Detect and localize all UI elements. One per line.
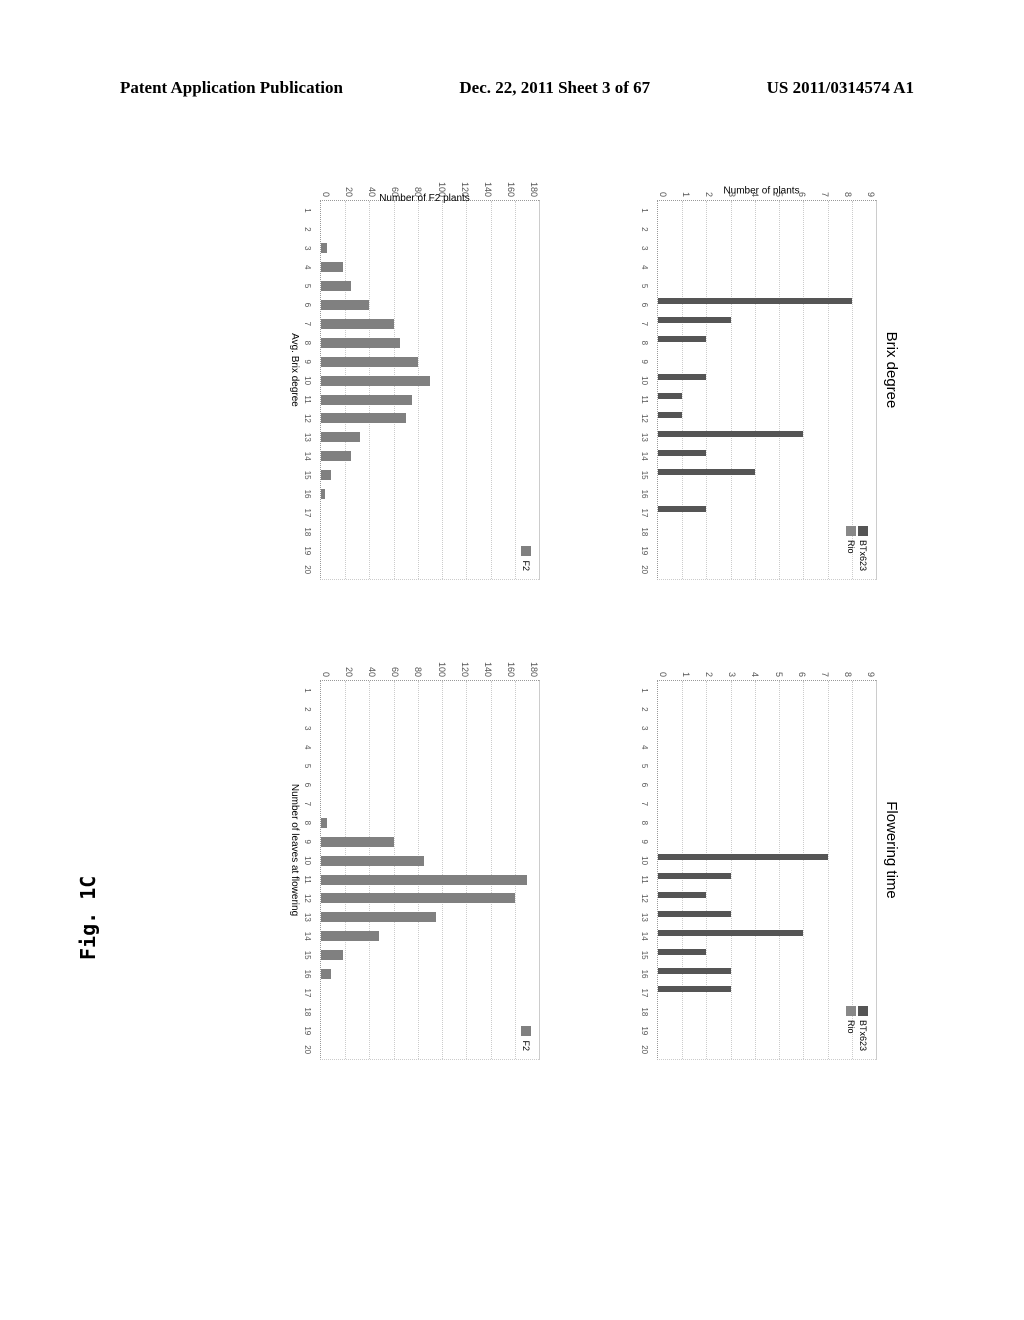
- x-axis-label: Number of leaves at flowering: [289, 640, 300, 1060]
- legend: F2: [519, 546, 531, 571]
- charts-grid: Brix degree 0123456789 Number of plants …: [0, 160, 900, 860]
- plot-area: 020406080100120140160180 Number of F2 pl…: [320, 200, 540, 580]
- figure-area: Fig. 1C Brix degree 0123456789 Number of…: [100, 160, 900, 1120]
- y-axis: 0123456789: [658, 647, 876, 677]
- x-axis: 1234567891011121314151617181920: [640, 681, 649, 1059]
- x-axis-label: Avg. Brix degree: [289, 160, 300, 580]
- y-axis: 020406080100120140160180: [321, 647, 539, 677]
- figure-label: Fig. 1C: [76, 876, 100, 960]
- bars: [658, 681, 876, 1059]
- x-axis: 1234567891011121314151617181920: [640, 201, 649, 579]
- chart-title: Flowering time: [883, 640, 900, 1060]
- x-axis: 1234567891011121314151617181920: [303, 201, 312, 579]
- x-axis: 1234567891011121314151617181920: [303, 681, 312, 1059]
- bars: [658, 201, 876, 579]
- plot-area: 0123456789 Number of plants 123456789101…: [657, 200, 877, 580]
- legend: F2: [519, 1026, 531, 1051]
- legend: BTx623Rio: [844, 1006, 868, 1051]
- y-axis-label: Number of plants: [723, 186, 799, 197]
- header-center: Dec. 22, 2011 Sheet 3 of 67: [459, 78, 650, 98]
- plot-area: 0123456789 12345678910111213141516171819…: [657, 680, 877, 1060]
- chart-brix-f2: 020406080100120140160180 Number of F2 pl…: [240, 160, 540, 580]
- plot-area: 020406080100120140160180 123456789101112…: [320, 680, 540, 1060]
- chart-flowering-f2: 020406080100120140160180 123456789101112…: [240, 640, 540, 1060]
- chart-flowering-parents: Flowering time 0123456789 12345678910111…: [600, 640, 900, 1060]
- page-header: Patent Application Publication Dec. 22, …: [0, 78, 1024, 98]
- chart-brix-parents: Brix degree 0123456789 Number of plants …: [600, 160, 900, 580]
- bars: [321, 201, 539, 579]
- chart-title: Brix degree: [883, 160, 900, 580]
- header-left: Patent Application Publication: [120, 78, 343, 98]
- header-right: US 2011/0314574 A1: [767, 78, 914, 98]
- bars: [321, 681, 539, 1059]
- legend: BTx623Rio: [844, 526, 868, 571]
